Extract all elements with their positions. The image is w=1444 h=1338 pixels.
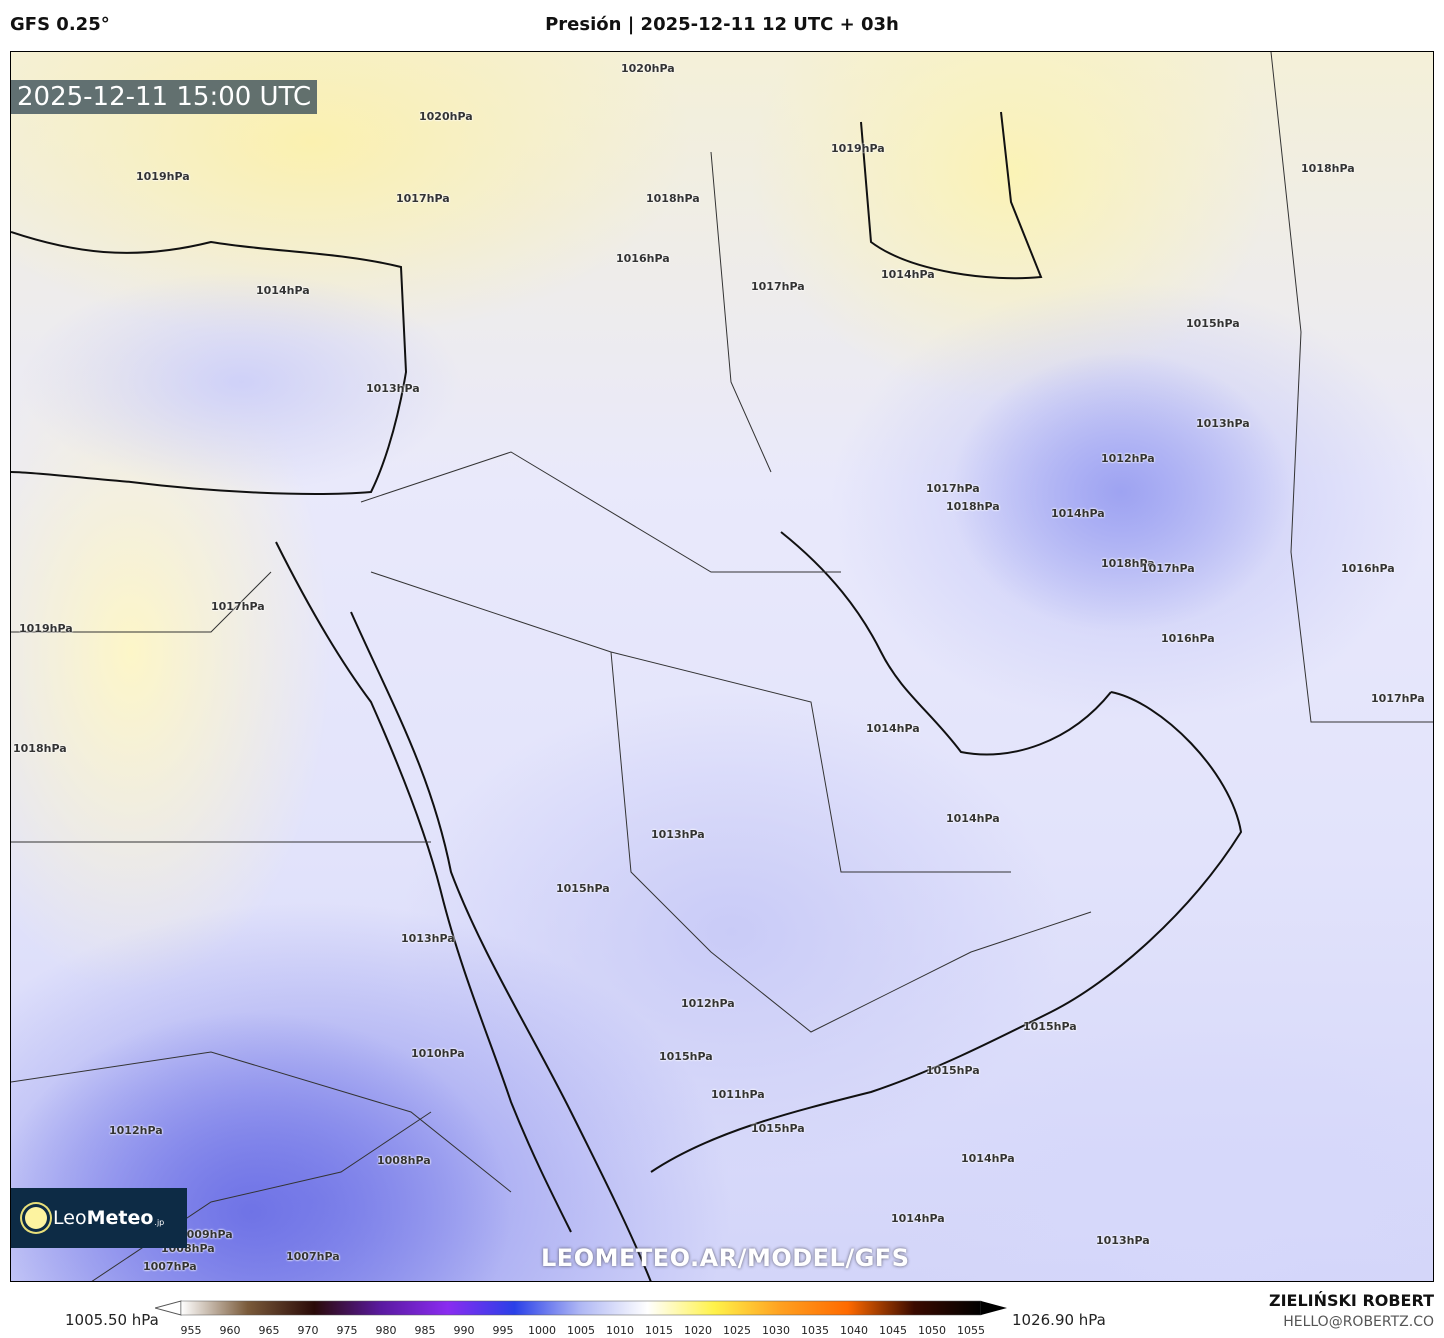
isobar-label: 1019hPa xyxy=(831,142,885,155)
isobar-label: 1007hPa xyxy=(286,1250,340,1263)
leometeo-logo[interactable]: Leo Meteo .jp xyxy=(11,1188,187,1248)
isobar-label: 1017hPa xyxy=(211,600,265,613)
isobar-label: 1018hPa xyxy=(13,742,67,755)
pressure-map: 2025-12-11 15:00 UTC 1020hPa 1019hPa 101… xyxy=(10,51,1434,1282)
isobar-label: 1009hPa xyxy=(179,1228,233,1241)
border-line xyxy=(11,1051,512,1193)
colorbar-min-label: 1005.50 hPa xyxy=(65,1311,159,1329)
isobar-label: 1014hPa xyxy=(891,1212,945,1225)
isobar-label: 1014hPa xyxy=(1051,507,1105,520)
timestamp-label: 2025-12-11 15:00 UTC xyxy=(11,80,318,114)
coastline-caspian xyxy=(860,111,1043,280)
watermark: LEOMETEO.AR/MODEL/GFS xyxy=(541,1244,910,1272)
isobar-label: 1017hPa xyxy=(926,482,980,495)
colorbar-tick-label: 965 xyxy=(258,1324,280,1337)
isobar-label: 1017hPa xyxy=(1141,562,1195,575)
colorbar-tick-label: 1030 xyxy=(762,1324,790,1337)
isobar-label: 1015hPa xyxy=(751,1122,805,1135)
isobar-label: 1012hPa xyxy=(681,997,735,1010)
colorbar-tick-label: 985 xyxy=(414,1324,436,1337)
coastline-gulf xyxy=(780,531,1112,756)
colorbar-tick-label: 1005 xyxy=(567,1324,595,1337)
isobar-label: 1013hPa xyxy=(1196,417,1250,430)
isobar-label: 1018hPa xyxy=(946,500,1000,513)
sun-icon xyxy=(25,1207,47,1229)
isobar-label: 1012hPa xyxy=(109,1124,163,1137)
colorbar-max-label: 1026.90 hPa xyxy=(1012,1311,1106,1329)
isobar-label: 1013hPa xyxy=(651,828,705,841)
isobar-label: 1014hPa xyxy=(256,284,310,297)
border-line xyxy=(370,571,1011,873)
isobar-label: 1020hPa xyxy=(621,62,675,75)
colorbar-tick-label: 1010 xyxy=(606,1324,634,1337)
colorbar-tick-label: 1035 xyxy=(801,1324,829,1337)
isobar-label: 1019hPa xyxy=(136,170,190,183)
colorbar-max-arrow xyxy=(981,1301,1007,1315)
border-line xyxy=(11,571,272,633)
colorbar-gradient xyxy=(180,1300,982,1316)
isobar-label: 1017hPa xyxy=(1371,692,1425,705)
isobar-label: 1014hPa xyxy=(866,722,920,735)
logo-text-light: Leo xyxy=(53,1207,87,1229)
isobar-label: 1014hPa xyxy=(946,812,1000,825)
border-line xyxy=(610,651,1092,1033)
colorbar-tick-label: 1000 xyxy=(528,1324,556,1337)
isobar-label: 1014hPa xyxy=(961,1152,1015,1165)
colorbar-tick-label: 1020 xyxy=(684,1324,712,1337)
borders-layer xyxy=(11,52,1433,1281)
colorbar-tick-label: 955 xyxy=(180,1324,202,1337)
colorbar-tick-label: 1050 xyxy=(918,1324,946,1337)
border-line xyxy=(710,151,772,473)
coastline-red-sea-east xyxy=(350,611,652,1281)
model-name: GFS 0.25° xyxy=(10,14,110,35)
isobar-label: 1012hPa xyxy=(1101,452,1155,465)
isobar-label: 1016hPa xyxy=(616,252,670,265)
isobar-label: 1018hPa xyxy=(1301,162,1355,175)
colorbar-tick-label: 990 xyxy=(453,1324,475,1337)
author-email[interactable]: HELLO@ROBERTZ.CO xyxy=(1283,1314,1434,1330)
isobar-label: 1015hPa xyxy=(1186,317,1240,330)
map-title: Presión | 2025-12-11 12 UTC + 03h xyxy=(545,14,899,35)
border-line xyxy=(360,451,841,573)
isobar-label: 1015hPa xyxy=(659,1050,713,1063)
coastline-mediterranean xyxy=(11,231,408,495)
isobar-label: 1013hPa xyxy=(1096,1234,1150,1247)
isobar-label: 1016hPa xyxy=(1341,562,1395,575)
colorbar-tick-label: 980 xyxy=(375,1324,397,1337)
isobar-label: 1011hPa xyxy=(711,1088,765,1101)
colorbar-tick-label: 1015 xyxy=(645,1324,673,1337)
colorbar-tick-label: 1045 xyxy=(879,1324,907,1337)
isobar-label: 1017hPa xyxy=(751,280,805,293)
colorbar-tick-label: 975 xyxy=(336,1324,358,1337)
isobar-label: 1015hPa xyxy=(926,1064,980,1077)
isobar-label: 1020hPa xyxy=(419,110,473,123)
isobar-label: 1017hPa xyxy=(396,192,450,205)
isobar-label: 1013hPa xyxy=(366,382,420,395)
colorbar-tick-label: 995 xyxy=(492,1324,514,1337)
colorbar-tick-label: 1025 xyxy=(723,1324,751,1337)
colorbar-tick-label: 970 xyxy=(297,1324,319,1337)
isobar-label: 1008hPa xyxy=(377,1154,431,1167)
coastline-arabia-south xyxy=(650,691,1243,1173)
isobar-label: 1010hPa xyxy=(411,1047,465,1060)
isobar-label: 1015hPa xyxy=(556,882,610,895)
author-name: ZIELIŃSKI ROBERT xyxy=(1268,1291,1434,1310)
colorbar-min-arrow xyxy=(155,1300,182,1316)
colorbar-tick-label: 1040 xyxy=(840,1324,868,1337)
isobar-label: 1007hPa xyxy=(143,1260,197,1273)
coastline-red-sea-west xyxy=(275,541,572,1233)
isobar-label: 1019hPa xyxy=(19,622,73,635)
border-line xyxy=(1270,52,1433,723)
isobar-label: 1014hPa xyxy=(881,268,935,281)
isobar-label: 1016hPa xyxy=(1161,632,1215,645)
logo-text-bold: Meteo xyxy=(86,1207,154,1229)
colorbar xyxy=(155,1300,1007,1316)
isobar-label: 1013hPa xyxy=(401,932,455,945)
colorbar-tick-label: 1055 xyxy=(957,1324,985,1337)
isobar-label: 1018hPa xyxy=(1101,557,1155,570)
colorbar-tick-label: 960 xyxy=(219,1324,241,1337)
logo-suffix: .jp xyxy=(154,1217,165,1227)
isobar-label: 1015hPa xyxy=(1023,1020,1077,1033)
isobar-label: 1018hPa xyxy=(646,192,700,205)
